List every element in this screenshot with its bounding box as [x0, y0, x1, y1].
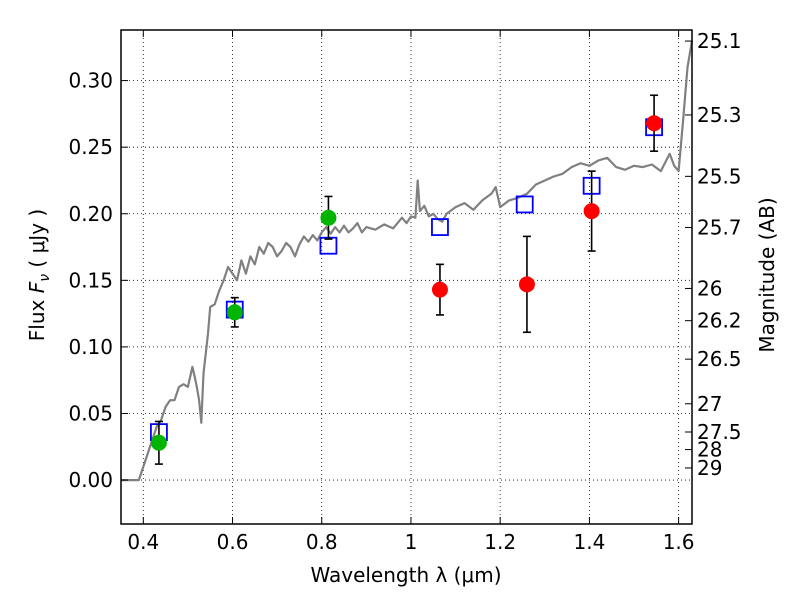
x-tick-label: 1 — [405, 530, 418, 554]
y-axis-label-text: Flux Fν ( μJy ) — [25, 209, 53, 341]
right-tick-label: 26.5 — [697, 347, 742, 371]
y-tick-label: 0.20 — [68, 202, 113, 226]
right-tick-label: 26.2 — [697, 309, 742, 333]
right-axis-label: Magnitude (AB) — [755, 197, 779, 352]
right-tick-label: 27.5 — [697, 420, 742, 444]
y-tick-label: 0.00 — [68, 468, 113, 492]
y-tick-label: 0.25 — [68, 135, 113, 159]
x-axis-label: Wavelength λ (μm) — [310, 563, 501, 587]
right-tick-label: 28 — [697, 438, 722, 462]
right-tick-label: 26 — [697, 276, 722, 300]
x-tick-label: 0.8 — [306, 530, 338, 554]
plot-frame — [120, 29, 693, 525]
observed-flux-point — [518, 276, 535, 293]
grid-lines — [121, 30, 692, 524]
y-tick-label: 0.05 — [68, 401, 113, 425]
y-label-part: ν — [37, 274, 53, 282]
right-tick-label: 25.3 — [697, 103, 742, 127]
y-axis-ticks: 0.00 0.05 0.10 0.15 0.20 0.25 0.30 — [68, 69, 128, 492]
x-tick-label: 0.6 — [217, 530, 249, 554]
observed-flux-point — [226, 304, 243, 321]
right-tick-label: 25.1 — [697, 29, 742, 53]
y-axis-label: Flux Fν ( μJy ) — [25, 209, 53, 341]
y-label-part: F — [25, 281, 49, 293]
y-label-part: ( μJy ) — [25, 209, 49, 274]
y-tick-label: 0.10 — [68, 335, 113, 359]
y-tick-label: 0.15 — [68, 268, 113, 292]
x-tick-label: 1.4 — [573, 530, 605, 554]
observed-flux-point — [150, 434, 167, 451]
observed-flux-point — [583, 203, 600, 220]
y-label-part: Flux — [25, 293, 49, 341]
y-tick-label: 0.30 — [68, 69, 113, 93]
data-points-layer — [150, 94, 663, 465]
observed-flux-point — [646, 115, 663, 132]
right-tick-label: 29 — [697, 456, 722, 480]
right-tick-label: 25.7 — [697, 215, 742, 239]
model-spectrum-line — [121, 40, 694, 482]
observed-flux-point — [431, 281, 448, 298]
x-tick-label: 1.2 — [484, 530, 516, 554]
model-photometry-point — [431, 218, 449, 236]
x-tick-label: 1.6 — [663, 530, 695, 554]
model-photometry-point — [319, 236, 338, 255]
model-photometry-point — [515, 195, 534, 214]
x-axis-ticks: 0.4 0.6 0.8 1 1.2 1.4 1.6 — [127, 30, 695, 554]
x-tick-label: 0.4 — [127, 530, 159, 554]
model-spectrum-layer — [121, 40, 694, 482]
right-tick-label: 27 — [697, 392, 722, 416]
observed-flux-point — [320, 209, 337, 226]
right-tick-label: 25.5 — [697, 164, 742, 188]
